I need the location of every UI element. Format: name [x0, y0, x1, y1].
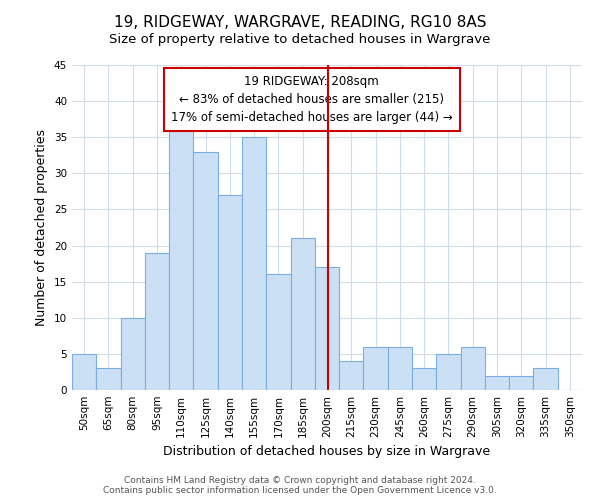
- Bar: [485, 376, 509, 390]
- Bar: [436, 354, 461, 390]
- Bar: [121, 318, 145, 390]
- Bar: [169, 123, 193, 390]
- Text: 19, RIDGEWAY, WARGRAVE, READING, RG10 8AS: 19, RIDGEWAY, WARGRAVE, READING, RG10 8A…: [114, 15, 486, 30]
- Bar: [364, 346, 388, 390]
- Bar: [72, 354, 96, 390]
- Bar: [461, 346, 485, 390]
- Text: 19 RIDGEWAY: 208sqm
← 83% of detached houses are smaller (215)
17% of semi-detac: 19 RIDGEWAY: 208sqm ← 83% of detached ho…: [171, 74, 452, 124]
- X-axis label: Distribution of detached houses by size in Wargrave: Distribution of detached houses by size …: [163, 446, 491, 458]
- Text: Size of property relative to detached houses in Wargrave: Size of property relative to detached ho…: [109, 32, 491, 46]
- Bar: [145, 253, 169, 390]
- Bar: [412, 368, 436, 390]
- Bar: [193, 152, 218, 390]
- Bar: [339, 361, 364, 390]
- Bar: [96, 368, 121, 390]
- Bar: [509, 376, 533, 390]
- Y-axis label: Number of detached properties: Number of detached properties: [35, 129, 49, 326]
- Text: Contains HM Land Registry data © Crown copyright and database right 2024.
Contai: Contains HM Land Registry data © Crown c…: [103, 476, 497, 495]
- Bar: [315, 267, 339, 390]
- Bar: [388, 346, 412, 390]
- Bar: [242, 137, 266, 390]
- Bar: [290, 238, 315, 390]
- Bar: [533, 368, 558, 390]
- Bar: [266, 274, 290, 390]
- Bar: [218, 195, 242, 390]
